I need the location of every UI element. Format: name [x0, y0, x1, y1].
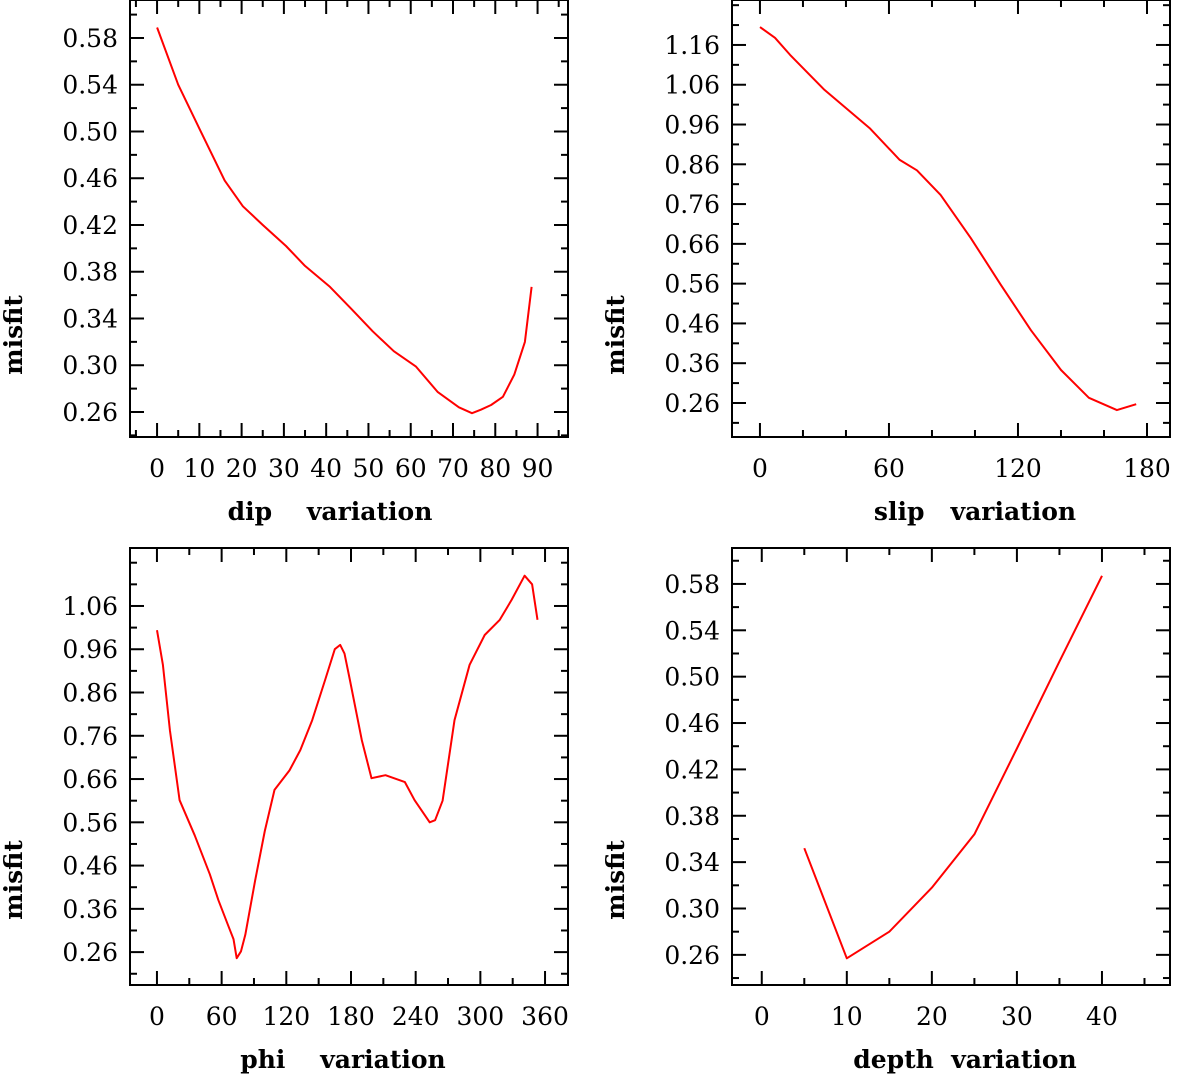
x-tick-label: 360 [521, 1002, 569, 1031]
x-tick-label: 10 [831, 1002, 863, 1031]
y-tick-label: 0.26 [62, 398, 118, 427]
plot-frame [129, 0, 569, 438]
y-tick-label: 0.42 [664, 755, 720, 784]
x-tick-label: 60 [395, 454, 427, 483]
y-tick-label: 0.58 [62, 24, 118, 53]
subplot-1: 0 10 20 30 40 50 60 70 80 90 0.26 0.30 0.34 0.38 0.42 0… [0, 0, 569, 526]
y-tick-label: 0.56 [664, 270, 720, 299]
y-tick-label: 0.86 [62, 679, 118, 708]
y-tick-label: 0.76 [664, 190, 720, 219]
x-tick-label: 0 [752, 454, 768, 483]
y-tick-label: 0.50 [62, 117, 118, 146]
y-tick-label: 0.54 [62, 71, 118, 100]
x-tick-label: 70 [437, 454, 469, 483]
x-tick-label: 10 [183, 454, 215, 483]
y-tick-label: 0.38 [62, 258, 118, 287]
y-tick-label: 0.38 [664, 802, 720, 831]
x-tick-label: 180 [1123, 454, 1171, 483]
y-tick-label: 0.30 [664, 894, 720, 923]
misfit-series-line [156, 574, 539, 960]
plot-frame [731, 547, 1171, 986]
x-tick-label: 30 [1001, 1002, 1033, 1031]
y-tick-label: 0.46 [664, 709, 720, 738]
y-axis-label: misfit [0, 840, 28, 920]
y-tick-label: 0.54 [664, 616, 720, 645]
x-tick-label: 40 [310, 454, 342, 483]
y-tick-label: 1.06 [664, 71, 720, 100]
y-tick-label: 1.16 [664, 31, 720, 60]
y-tick-label: 0.66 [664, 230, 720, 259]
x-axis-label: phi variation [240, 1045, 445, 1074]
subplot-3: 0 60 120 180 240 300 360 0.26 0.36 0.46 0.56 0.66 0.… [0, 547, 569, 1074]
y-tick-label: 0.34 [62, 304, 118, 333]
y-tick-label: 0.50 [664, 663, 720, 692]
y-tick-label: 1.06 [62, 592, 118, 621]
x-tick-label: 240 [392, 1002, 440, 1031]
y-tick-label: 0.56 [62, 808, 118, 837]
x-tick-label: 120 [262, 1002, 310, 1031]
y-tick-label: 0.86 [664, 150, 720, 179]
x-axis-label: slip variation [874, 497, 1076, 526]
x-tick-label: 180 [327, 1002, 375, 1031]
x-tick-label: 20 [916, 1002, 948, 1031]
x-tick-label: 300 [456, 1002, 504, 1031]
x-tick-label: 80 [479, 454, 511, 483]
x-tick-label: 90 [522, 454, 554, 483]
subplot-4: 0 10 20 30 40 0.26 0.30 0.34 0.38 0.42 0.46 0.50 0.5… [601, 547, 1171, 1074]
y-tick-label: 0.46 [62, 852, 118, 881]
plot-frame [129, 547, 569, 986]
y-tick-label: 0.26 [664, 941, 720, 970]
subplot-2: 0 60 120 180 0.26 0.36 0.46 0.56 0.66 0.76 0.86 0.9… [601, 0, 1171, 526]
y-tick-label: 0.42 [62, 211, 118, 240]
y-tick-label: 0.26 [62, 938, 118, 967]
x-tick-label: 60 [206, 1002, 238, 1031]
x-tick-label: 50 [353, 454, 385, 483]
x-tick-label: 40 [1086, 1002, 1118, 1031]
misfit-series-line [803, 575, 1103, 960]
x-tick-label: 120 [994, 454, 1042, 483]
plot-frame [731, 0, 1171, 438]
y-tick-label: 0.96 [62, 635, 118, 664]
x-tick-label: 30 [268, 454, 300, 483]
y-axis-label: misfit [0, 295, 28, 375]
y-tick-label: 0.36 [664, 349, 720, 378]
y-tick-label: 0.46 [664, 309, 720, 338]
misfit-series-line [759, 26, 1137, 412]
y-tick-label: 0.58 [664, 570, 720, 599]
x-axis-label: dip variation [228, 497, 433, 526]
y-tick-label: 0.46 [62, 164, 118, 193]
y-axis-label: misfit [601, 840, 630, 920]
x-tick-label: 0 [149, 454, 165, 483]
y-tick-label: 0.36 [62, 895, 118, 924]
y-axis-label: misfit [601, 295, 630, 375]
y-tick-label: 0.66 [62, 765, 118, 794]
y-tick-label: 0.76 [62, 722, 118, 751]
x-tick-label: 20 [226, 454, 258, 483]
misfit-series-line [156, 27, 533, 415]
y-tick-label: 0.34 [664, 848, 720, 877]
x-axis-label: depth variation [853, 1045, 1077, 1074]
y-tick-label: 0.26 [664, 389, 720, 418]
x-tick-label: 0 [754, 1002, 770, 1031]
y-tick-label: 0.96 [664, 111, 720, 140]
x-tick-label: 60 [873, 454, 905, 483]
x-tick-label: 0 [149, 1002, 165, 1031]
y-tick-label: 0.30 [62, 351, 118, 380]
